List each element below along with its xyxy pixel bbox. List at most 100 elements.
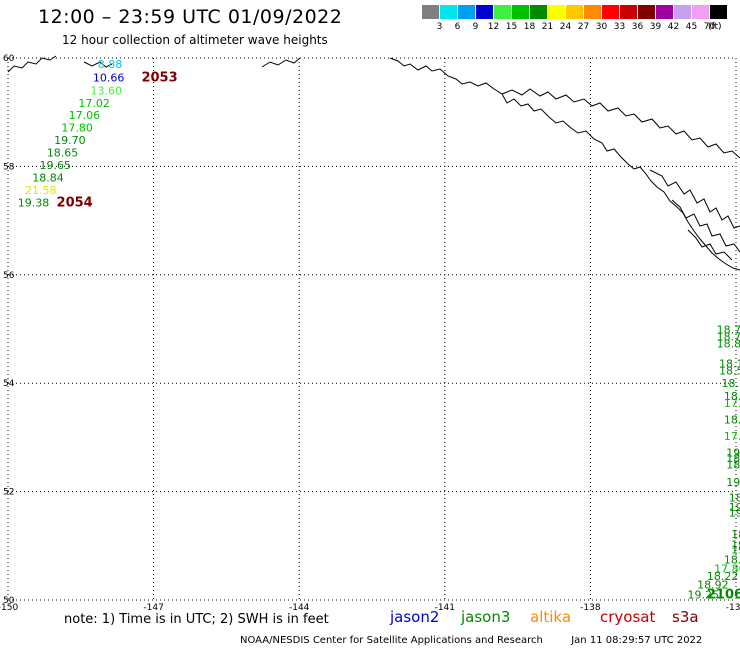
legend-swatch-label: 21 (541, 22, 554, 32)
satellite-label: jason2 (390, 608, 440, 626)
lon-tick-label: -138 (580, 603, 601, 613)
legend-swatch (566, 5, 583, 19)
legend-swatch-label: 12 (487, 22, 500, 32)
legend-swatch-label: 18 (523, 22, 536, 32)
legend-swatch (674, 5, 691, 19)
wave-height-label: 19.25 (687, 588, 719, 601)
legend-swatch-label: 24 (559, 22, 572, 32)
wave-height-label: 18.65 (47, 147, 79, 160)
legend-swatch (638, 5, 655, 19)
legend-swatch-label: 15 (505, 22, 518, 32)
legend-swatch-label: 27 (577, 22, 590, 32)
wave-height-label: 18.50 (726, 452, 740, 465)
credit-text: NOAA/NESDIS Center for Satellite Applica… (240, 635, 543, 646)
legend-swatch-label: 33 (613, 22, 626, 32)
alaska-mainland-inlets (501, 88, 740, 159)
pass-time-label: 2053 (141, 70, 177, 85)
wave-height-label: 18.77 (717, 323, 740, 336)
lon-tick-label: -147 (143, 603, 163, 613)
lon-tick-label: -144 (289, 603, 310, 613)
map-subtitle: 12 hour collection of altimeter wave hei… (62, 33, 328, 47)
wave-height-label: 18.92 (697, 579, 729, 592)
wave-height-label: 18.02 (729, 491, 740, 504)
wave-height-label: 10.66 (93, 71, 125, 84)
pass-time-label: 2106 (707, 587, 740, 602)
satellite-label: s3a (672, 608, 699, 626)
legend-swatch (440, 5, 457, 19)
wave-height-label: 17.80 (61, 122, 93, 135)
wave-height-label: 18.84 (32, 172, 64, 185)
pass-time-label: 2054 (57, 196, 93, 211)
legend-swatch (530, 5, 547, 19)
legend-unit: (ft) (708, 22, 722, 32)
generated-timestamp: Jan 11 08:29:57 UTC 2022 (571, 635, 703, 646)
lon-tick-label: -150 (0, 603, 18, 613)
legend-swatch (476, 5, 493, 19)
wave-height-label: 18.59 (724, 554, 740, 567)
legend-swatch-label: 45 (685, 22, 698, 32)
lat-tick-label: 54 (3, 379, 15, 389)
wave-height-label: 19.55 (726, 446, 740, 459)
axis-labels: 60 58 56 54 52 50-150 -147 -144 -141 -138 -135 (0, 54, 740, 613)
wave-height-label: 17.66 (724, 397, 740, 410)
wave-height-label: 18.39 (731, 528, 740, 541)
wave-height-label: 18.79 (724, 413, 740, 426)
wave-height-label: 13.60 (91, 84, 123, 97)
legend-swatch (692, 5, 709, 19)
lon-tick-label: -141 (435, 603, 455, 613)
legend-swatch-label: 3 (436, 22, 443, 32)
alaska-coastline (389, 57, 740, 271)
legend-swatch (512, 5, 529, 19)
wave-height-label: 19.97 (729, 507, 740, 520)
wave-height-label: 19.81 (731, 539, 740, 552)
satellite-label: altika (530, 608, 572, 626)
lat-tick-label: 60 (3, 54, 15, 64)
legend-swatch (710, 5, 727, 19)
legend-swatch-label: 70 (703, 22, 716, 32)
wave-height-label: 19.25 (726, 476, 740, 489)
lon-tick-label: -135 (726, 603, 740, 613)
wave-height-readings: 8.8810.6613.6017.0217.0617.8019.7018.651… (18, 58, 740, 602)
credit-line: NOAA/NESDIS Center for Satellite Applica… (240, 635, 702, 646)
legend-swatch (422, 5, 439, 19)
satellite-label: cryosat (600, 608, 656, 626)
legend-swatch (656, 5, 673, 19)
lat-tick-label: 58 (3, 162, 15, 172)
wave-height-label: 18.71 (717, 330, 740, 343)
wave-height-label: 18.22 (707, 570, 739, 583)
wave-height-label: 17.02 (78, 97, 110, 110)
footnote: note: 1) Time is in UTC; 2) SWH is in fe… (64, 612, 329, 627)
legend-swatch-label: 36 (631, 22, 644, 32)
wave-height-label: 8.88 (98, 58, 123, 71)
wave-height-label: 18.60 (724, 390, 740, 403)
lat-lon-grid (7, 57, 737, 601)
legend-swatch-label: 39 (649, 22, 662, 32)
satellite-label: jason3 (461, 608, 511, 626)
wave-height-label: 19.38 (18, 197, 49, 210)
wave-height-label: 17.80 (714, 562, 740, 575)
wave-height-label: 21.58 (25, 184, 56, 197)
legend-swatch (602, 5, 619, 19)
pass-time-labels: 2053 2054 2106 (57, 70, 740, 602)
legend-swatch-label: 42 (667, 22, 680, 32)
map-title: 12:00 – 23:59 UTC 01/09/2022 (38, 6, 343, 28)
wave-height-label: 18.15 (719, 357, 740, 370)
wave-height-label: 18.53 (719, 365, 740, 378)
wave-height-label: 17.96 (724, 430, 740, 443)
wave-height-label: 17.06 (69, 109, 101, 122)
legend-swatch (494, 5, 511, 19)
wave-height-label: 19.65 (40, 159, 71, 172)
legend-swatch (584, 5, 601, 19)
legend-swatch-label: 6 (454, 22, 461, 32)
legend-swatch-label: 30 (595, 22, 608, 32)
legend-swatch (620, 5, 637, 19)
legend-swatch-label: 9 (472, 22, 479, 32)
alexander-archipelago (649, 169, 740, 261)
wave-height-label: 18.81 (717, 337, 740, 350)
kodiak-coast (7, 55, 301, 73)
wave-height-label: 19.70 (54, 134, 86, 147)
lat-tick-label: 56 (3, 271, 15, 281)
wave-height-label: 18.54 (721, 377, 740, 390)
legend-swatch (548, 5, 565, 19)
